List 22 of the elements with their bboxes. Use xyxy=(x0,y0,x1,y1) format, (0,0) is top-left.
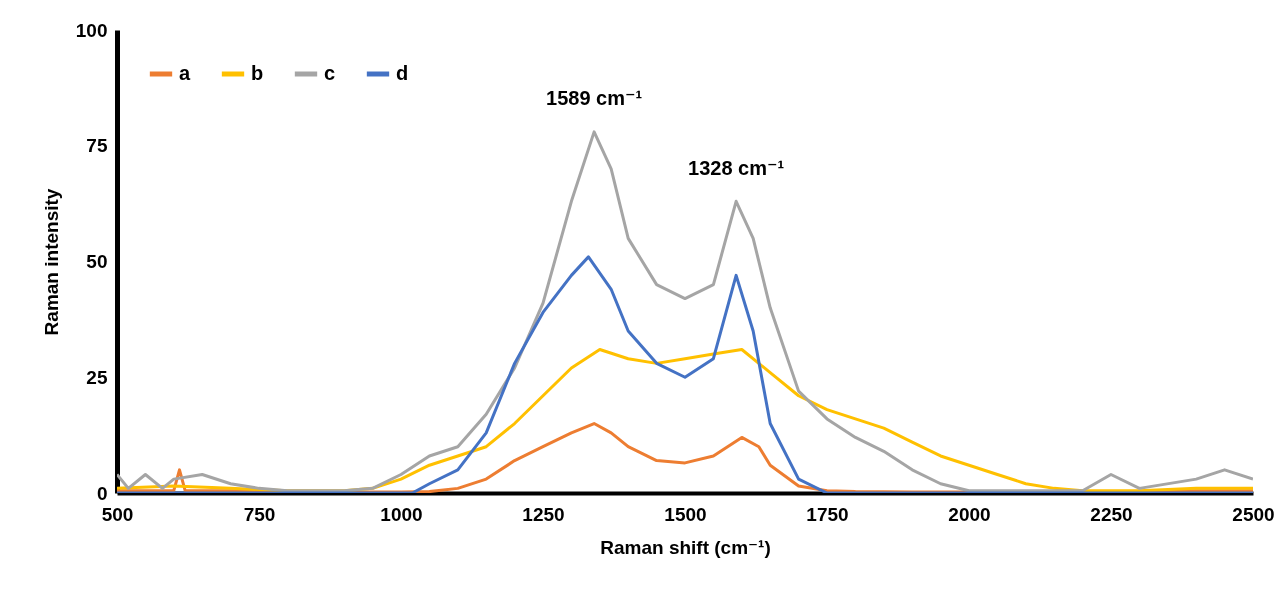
y-tick-label: 25 xyxy=(86,366,108,388)
annotation: 1328 cm⁻¹ xyxy=(688,156,785,179)
legend-label: c xyxy=(324,62,336,84)
legend-label: b xyxy=(251,62,264,84)
x-tick-label: 1000 xyxy=(380,503,423,525)
x-tick-label: 1250 xyxy=(522,503,565,525)
x-axis-title: Raman shift (cm⁻¹) xyxy=(600,536,771,558)
legend-label: a xyxy=(179,62,191,84)
legend-label: d xyxy=(396,62,409,84)
y-axis-title: Raman intensity xyxy=(40,188,62,336)
y-tick-label: 0 xyxy=(96,482,108,504)
x-tick-label: 2250 xyxy=(1090,503,1133,525)
x-tick-label: 750 xyxy=(243,503,276,525)
x-tick-label: 1500 xyxy=(664,503,707,525)
x-tick-label: 2000 xyxy=(948,503,991,525)
y-tick-label: 50 xyxy=(86,251,108,272)
x-tick-label: 500 xyxy=(101,503,134,525)
x-tick-label: 1750 xyxy=(806,503,849,525)
x-tick-label: 2500 xyxy=(1232,503,1275,525)
annotation: 1589 cm⁻¹ xyxy=(546,87,643,110)
y-tick-label: 75 xyxy=(86,135,108,157)
y-tick-label: 100 xyxy=(75,19,108,41)
